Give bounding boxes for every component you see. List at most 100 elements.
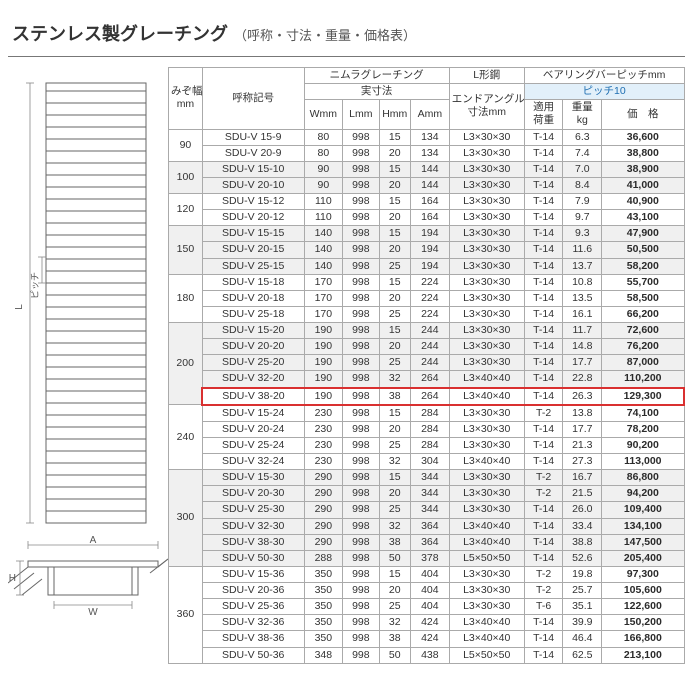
cell-L: 998 xyxy=(343,454,379,470)
cell-W: 140 xyxy=(304,258,343,274)
label-H: H xyxy=(9,573,16,584)
cell-price: 58,500 xyxy=(602,290,684,306)
cell-L: 998 xyxy=(343,177,379,193)
cell-W: 350 xyxy=(304,583,343,599)
cell-weight: 38.8 xyxy=(563,534,602,550)
cell-angle: L3×30×30 xyxy=(449,226,524,242)
cell-weight: 21.3 xyxy=(563,437,602,453)
cell-model: SDU-V 25-20 xyxy=(202,355,304,371)
cell-weight: 33.4 xyxy=(563,518,602,534)
cell-load: T-14 xyxy=(524,437,563,453)
cell-model: SDU-V 32-30 xyxy=(202,518,304,534)
th-actual-dim: 実寸法 xyxy=(304,84,449,100)
cell-L: 998 xyxy=(343,486,379,502)
cell-A: 144 xyxy=(410,161,449,177)
th-pitch10: ピッチ10 xyxy=(524,84,684,100)
cell-price: 76,200 xyxy=(602,339,684,355)
cell-weight: 52.6 xyxy=(563,550,602,566)
table-row: SDU-V 38-3029099838364L3×40×40T-1438.814… xyxy=(169,534,685,550)
cell-price: 41,000 xyxy=(602,177,684,193)
cell-L: 998 xyxy=(343,323,379,339)
table-row: 120SDU-V 15-1211099815164L3×30×30T-147.9… xyxy=(169,194,685,210)
th-nimura: ニムラグレーチング xyxy=(304,68,449,84)
cell-H: 32 xyxy=(379,371,410,388)
cell-weight: 25.7 xyxy=(563,583,602,599)
cell-load: T-14 xyxy=(524,534,563,550)
cell-angle: L3×30×30 xyxy=(449,405,524,422)
table-row: 300SDU-V 15-3029099815344L3×30×30T-216.7… xyxy=(169,470,685,486)
cell-H: 38 xyxy=(379,388,410,405)
table-row: SDU-V 25-2019099825244L3×30×30T-1417.787… xyxy=(169,355,685,371)
table-row: 90SDU-V 15-98099815134L3×30×30T-146.336,… xyxy=(169,129,685,145)
cell-weight: 13.7 xyxy=(563,258,602,274)
cell-W: 190 xyxy=(304,388,343,405)
cell-H: 15 xyxy=(379,161,410,177)
cell-L: 998 xyxy=(343,534,379,550)
th-endangle: エンドアングル寸法mm xyxy=(449,84,524,129)
cell-price: 213,100 xyxy=(602,647,684,663)
table-row: SDU-V 32-2423099832304L3×40×40T-1427.311… xyxy=(169,454,685,470)
cell-angle: L3×30×30 xyxy=(449,274,524,290)
cell-model: SDU-V 25-24 xyxy=(202,437,304,453)
cell-weight: 7.0 xyxy=(563,161,602,177)
cell-weight: 10.8 xyxy=(563,274,602,290)
cell-model: SDU-V 20-36 xyxy=(202,583,304,599)
cell-W: 190 xyxy=(304,355,343,371)
cell-W: 190 xyxy=(304,323,343,339)
table-row: SDU-V 20-2423099820284L3×30×30T-1417.778… xyxy=(169,421,685,437)
cell-load: T-14 xyxy=(524,226,563,242)
cell-H: 15 xyxy=(379,226,410,242)
table-row: SDU-V 50-3028899850378L5×50×50T-1452.620… xyxy=(169,550,685,566)
cell-load: T-14 xyxy=(524,454,563,470)
cell-H: 20 xyxy=(379,242,410,258)
cell-H: 20 xyxy=(379,421,410,437)
cell-W: 290 xyxy=(304,486,343,502)
cell-price: 90,200 xyxy=(602,437,684,453)
cell-H: 15 xyxy=(379,405,410,422)
cell-weight: 7.9 xyxy=(563,194,602,210)
table-row: SDU-V 32-3635099832424L3×40×40T-1439.915… xyxy=(169,615,685,631)
cell-mizo: 300 xyxy=(169,470,203,567)
cell-W: 80 xyxy=(304,145,343,161)
cell-price: 38,800 xyxy=(602,145,684,161)
cell-L: 998 xyxy=(343,274,379,290)
cell-model: SDU-V 20-15 xyxy=(202,242,304,258)
title-divider xyxy=(8,56,685,57)
cell-L: 998 xyxy=(343,306,379,322)
cell-price: 166,800 xyxy=(602,631,684,647)
cell-price: 205,400 xyxy=(602,550,684,566)
cell-weight: 13.5 xyxy=(563,290,602,306)
cell-mizo: 240 xyxy=(169,405,203,470)
cell-W: 230 xyxy=(304,437,343,453)
dimension-diagram: L ピッチ xyxy=(8,67,168,664)
cell-A: 264 xyxy=(410,371,449,388)
cell-A: 224 xyxy=(410,306,449,322)
cell-load: T-14 xyxy=(524,323,563,339)
cell-H: 25 xyxy=(379,437,410,453)
cell-A: 194 xyxy=(410,258,449,274)
cell-price: 94,200 xyxy=(602,486,684,502)
cell-H: 15 xyxy=(379,194,410,210)
cell-H: 25 xyxy=(379,599,410,615)
cell-A: 304 xyxy=(410,454,449,470)
cell-angle: L3×40×40 xyxy=(449,631,524,647)
cell-angle: L3×30×30 xyxy=(449,599,524,615)
cell-model: SDU-V 15-18 xyxy=(202,274,304,290)
cell-angle: L3×30×30 xyxy=(449,258,524,274)
cell-W: 230 xyxy=(304,421,343,437)
cell-model: SDU-V 15-15 xyxy=(202,226,304,242)
cell-angle: L3×30×30 xyxy=(449,177,524,193)
cell-H: 38 xyxy=(379,631,410,647)
cell-load: T-14 xyxy=(524,306,563,322)
cell-price: 147,500 xyxy=(602,534,684,550)
table-row: 200SDU-V 15-2019099815244L3×30×30T-1411.… xyxy=(169,323,685,339)
cell-price: 50,500 xyxy=(602,242,684,258)
th-weight: 重量kg xyxy=(563,100,602,129)
cell-price: 97,300 xyxy=(602,566,684,582)
cell-load: T-14 xyxy=(524,550,563,566)
th-model: 呼称記号 xyxy=(202,68,304,130)
cell-angle: L3×30×30 xyxy=(449,323,524,339)
cell-W: 110 xyxy=(304,194,343,210)
table-row: SDU-V 20-1514099820194L3×30×30T-1411.650… xyxy=(169,242,685,258)
th-A: Amm xyxy=(410,100,449,129)
